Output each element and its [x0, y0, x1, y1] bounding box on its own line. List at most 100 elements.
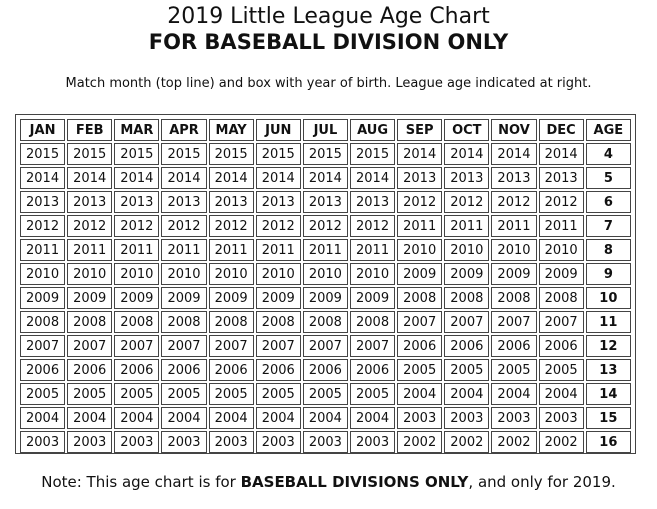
birth-year-cell: 2015 [255, 143, 301, 165]
birth-year-cell: 2008 [397, 287, 443, 309]
birth-year-cell: 2008 [20, 311, 66, 333]
table-row: 2010 2010 2010 2010 2010 2010 2010 2010 2009 2009… [20, 263, 631, 285]
birth-year-cell: 2012 [538, 191, 584, 213]
birth-year-cell: 2007 [302, 335, 348, 357]
birth-year-cell: 2010 [491, 239, 537, 261]
birth-year-cell: 2014 [349, 167, 396, 189]
birth-year-cell: 2008 [255, 311, 301, 333]
birth-year-cell: 2011 [161, 239, 207, 261]
column-header: AGE [585, 119, 631, 141]
birth-year-cell: 2013 [161, 191, 207, 213]
birth-year-cell: 2015 [161, 143, 207, 165]
birth-year-cell: 2003 [67, 431, 113, 453]
column-header: JUL [302, 119, 348, 141]
birth-year-cell: 2004 [302, 407, 348, 429]
birth-year-cell: 2012 [397, 191, 443, 213]
birth-year-cell: 2010 [161, 263, 207, 285]
birth-year-cell: 2014 [20, 167, 66, 189]
note-emphasis: BASEBALL DIVISIONS ONLY [240, 473, 469, 491]
birth-year-cell: 2009 [491, 263, 537, 285]
birth-year-cell: 2012 [67, 215, 113, 237]
birth-year-cell: 2005 [349, 383, 396, 405]
birth-year-cell: 2012 [491, 191, 537, 213]
birth-year-cell: 2006 [491, 335, 537, 357]
birth-year-cell: 2004 [20, 407, 66, 429]
league-age-cell: 9 [585, 263, 631, 285]
birth-year-cell: 2013 [491, 167, 537, 189]
birth-year-cell: 2002 [397, 431, 443, 453]
birth-year-cell: 2013 [302, 191, 348, 213]
birth-year-cell: 2007 [67, 335, 113, 357]
birth-year-cell: 2009 [538, 263, 584, 285]
page-title: 2019 Little League Age Chart [167, 4, 490, 29]
birth-year-cell: 2013 [444, 167, 490, 189]
birth-year-cell: 2009 [397, 263, 443, 285]
birth-year-cell: 2008 [491, 287, 537, 309]
birth-year-cell: 2007 [538, 311, 584, 333]
birth-year-cell: 2012 [302, 215, 348, 237]
birth-year-cell: 2006 [20, 359, 66, 381]
birth-year-cell: 2009 [67, 287, 113, 309]
birth-year-cell: 2005 [20, 383, 66, 405]
birth-year-cell: 2011 [67, 239, 113, 261]
birth-year-cell: 2011 [444, 215, 490, 237]
column-header: SEP [397, 119, 443, 141]
league-age-cell: 10 [585, 287, 631, 309]
birth-year-cell: 2002 [538, 431, 584, 453]
birth-year-cell: 2010 [20, 263, 66, 285]
birth-year-cell: 2009 [114, 287, 160, 309]
birth-year-cell: 2010 [67, 263, 113, 285]
birth-year-cell: 2014 [114, 167, 160, 189]
birth-year-cell: 2006 [255, 359, 301, 381]
birth-year-cell: 2011 [397, 215, 443, 237]
birth-year-cell: 2014 [255, 167, 301, 189]
birth-year-cell: 2011 [302, 239, 348, 261]
birth-year-cell: 2003 [20, 431, 66, 453]
column-header: MAR [114, 119, 160, 141]
birth-year-cell: 2005 [67, 383, 113, 405]
birth-year-cell: 2007 [444, 311, 490, 333]
instruction-text: Match month (top line) and box with year… [65, 76, 592, 91]
column-header: OCT [444, 119, 490, 141]
table-row: 2009 2009 2009 2009 2009 2009 2009 2009 2008 2008… [20, 287, 631, 309]
birth-year-cell: 2014 [67, 167, 113, 189]
birth-year-cell: 2009 [20, 287, 66, 309]
birth-year-cell: 2013 [349, 191, 396, 213]
birth-year-cell: 2011 [20, 239, 66, 261]
table-row: 2007 2007 2007 2007 2007 2007 2007 2007 2006 2006… [20, 335, 631, 357]
birth-year-cell: 2010 [114, 263, 160, 285]
birth-year-cell: 2011 [349, 239, 396, 261]
birth-year-cell: 2005 [114, 383, 160, 405]
birth-year-cell: 2008 [67, 311, 113, 333]
column-header: JAN [20, 119, 66, 141]
birth-year-cell: 2005 [208, 383, 254, 405]
birth-year-cell: 2003 [397, 407, 443, 429]
league-age-cell: 7 [585, 215, 631, 237]
birth-year-cell: 2012 [255, 215, 301, 237]
birth-year-cell: 2007 [397, 311, 443, 333]
birth-year-cell: 2011 [114, 239, 160, 261]
birth-year-cell: 2007 [208, 335, 254, 357]
birth-year-cell: 2004 [161, 407, 207, 429]
birth-year-cell: 2004 [114, 407, 160, 429]
birth-year-cell: 2013 [397, 167, 443, 189]
birth-year-cell: 2012 [161, 215, 207, 237]
birth-year-cell: 2013 [255, 191, 301, 213]
birth-year-cell: 2003 [444, 407, 490, 429]
birth-year-cell: 2004 [208, 407, 254, 429]
birth-year-cell: 2015 [20, 143, 66, 165]
birth-year-cell: 2011 [491, 215, 537, 237]
column-header: APR [161, 119, 207, 141]
birth-year-cell: 2015 [208, 143, 254, 165]
birth-year-cell: 2003 [302, 431, 348, 453]
league-age-cell: 13 [585, 359, 631, 381]
league-age-cell: 4 [585, 143, 631, 165]
birth-year-cell: 2008 [114, 311, 160, 333]
birth-year-cell: 2005 [397, 359, 443, 381]
birth-year-cell: 2002 [444, 431, 490, 453]
birth-year-cell: 2003 [255, 431, 301, 453]
league-age-cell: 6 [585, 191, 631, 213]
birth-year-cell: 2007 [20, 335, 66, 357]
birth-year-cell: 2014 [397, 143, 443, 165]
birth-year-cell: 2008 [302, 311, 348, 333]
